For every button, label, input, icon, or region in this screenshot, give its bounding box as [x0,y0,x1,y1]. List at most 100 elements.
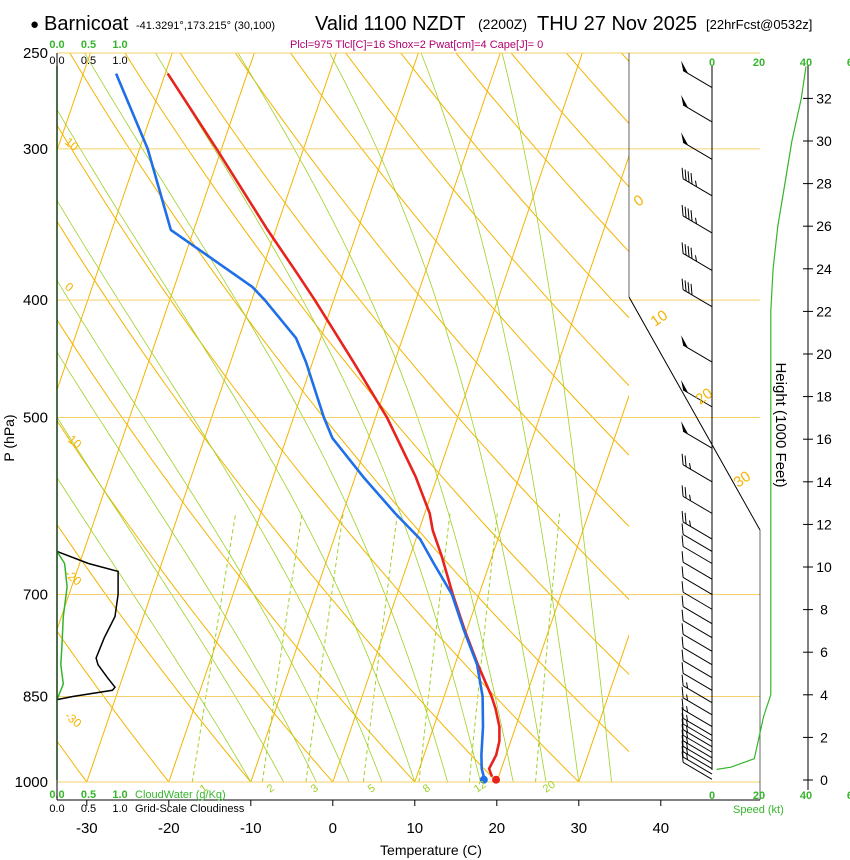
station-location: -41.3291°,173.215° (30,100) [136,20,275,32]
wind-barb-half-flag [686,706,689,713]
wind-barb [681,729,713,759]
wind-barb [681,662,713,691]
wind-barb-half-flag [686,682,689,689]
wind-barb-flag [690,173,693,185]
wind-barb-flag [681,718,684,730]
wind-barb [681,551,713,580]
wind-barb-staff [682,215,713,234]
mixing-ratio-label: 2 [265,782,277,795]
wind-barb-half-flag [689,494,692,501]
isobar-lines [57,52,761,800]
height-tick-label: 4 [820,687,828,703]
wind-barb [681,609,713,639]
utc-time: (2200Z) [478,16,527,32]
wind-barb-flag [684,169,687,181]
height-tick-label: 0 [820,772,828,788]
wind-barb-flag [681,649,684,661]
dry-adiabat-line [234,53,629,528]
wind-barb [681,242,713,271]
wind-barb-staff [682,495,713,514]
cloudiness-tick-top: 0.5 [81,55,96,67]
temperature-tick-label: 0 [329,820,337,837]
dry-adiabat-line [290,53,629,456]
dry-adiabat-line [57,220,498,782]
station-dot-icon: ● [30,16,39,33]
wind-barb-staff [682,751,713,770]
wind-barb [681,623,713,652]
wind-barb-flag [681,674,684,686]
dry-adiabat-line [179,53,629,601]
wind-barb-staff [682,521,713,540]
height-tick-label: 32 [816,90,832,106]
wind-barb-staff [682,745,713,764]
cloudiness-tick-bottom: 0.5 [81,803,96,815]
dry-adiabat-label: 10 [648,307,671,330]
wind-barb-pennant [681,335,689,349]
wind-barb-staff [682,697,713,716]
wind-barb-staff [682,389,713,408]
height-tick-label: 28 [816,176,832,192]
wind-barb-half-flag [689,463,692,470]
cloudwater-tick-top: 1.0 [112,39,127,51]
speed-tick-label-top: 0 [709,57,715,69]
wind-barb-half-flag [686,731,689,738]
height-tick-label: 8 [820,602,828,618]
wind-barb-staff [682,756,713,775]
mixing-ratio-label: 12 [472,779,489,796]
pressure-tick-label: 1000 [15,774,48,791]
wind-barb-flag [687,245,690,257]
wind-barb-flag [690,283,693,295]
height-tick-label: 14 [816,474,832,490]
wind-barb-flag [681,551,684,563]
wind-barb [681,167,713,197]
wind-barb-half-flag [686,694,689,701]
mixing-ratio-line [261,513,303,782]
temperature-tick-label: -30 [76,820,98,837]
wind-barb-staff [682,606,713,625]
wind-barb-staff [682,464,713,483]
background-grid [57,53,760,782]
pressure-tick-label: 500 [23,410,48,427]
wind-barb [681,278,713,308]
dry-adiabat-line [124,53,629,676]
wind-barb [681,718,713,748]
cloudiness-tick-bottom: 1.0 [112,803,127,815]
wind-barb-flag [681,278,684,290]
upper-right-mask [629,53,760,530]
wind-barb-half-flag [686,742,689,749]
wind-barb-half-flag [686,720,689,727]
station-name: Barnicoat [44,13,129,35]
wind-barb-flag [684,244,687,256]
forecast-date: THU 27 Nov 2025 [537,13,697,35]
dry-adiabat-label: 30 [731,468,754,491]
wind-barb-flag [681,523,684,535]
height-tick-label: 30 [816,133,832,149]
wind-barb-half-flag [686,737,689,744]
mixing-ratio-label: 20 [541,779,558,796]
height-tick-label: 20 [816,346,832,362]
wind-barb-flag [681,729,684,741]
wind-barb-staff [682,591,713,610]
wind-barb-flag [687,208,690,220]
wind-barb-staff [682,546,713,564]
wind-barb-staff [682,577,713,595]
wind-barb-staff [682,633,713,652]
temperature-tick-label: 40 [652,820,669,837]
dry-adiabat-line [400,53,629,319]
speed-tick-label-top: 40 [800,57,812,69]
moist-adiabat-line [155,53,481,782]
wind-barb [681,636,713,666]
cloudiness-tick-top: 1.0 [112,55,127,67]
wind-barb-flag [681,707,684,719]
pressure-tick-label: 400 [23,292,48,309]
wind-barb-flag [681,242,684,254]
mixing-ratio-line [535,513,561,782]
height-tick-label: 18 [816,389,832,405]
surface-temperature-point [492,775,501,784]
temperature-tick-label: -20 [158,820,180,837]
height-tick-label: 26 [816,218,832,234]
wind-barb [681,707,713,736]
wind-barb-flag [681,566,684,578]
wind-barb-half-flag [686,726,689,733]
cloudwater-tick-bottom: 0.5 [81,789,96,801]
